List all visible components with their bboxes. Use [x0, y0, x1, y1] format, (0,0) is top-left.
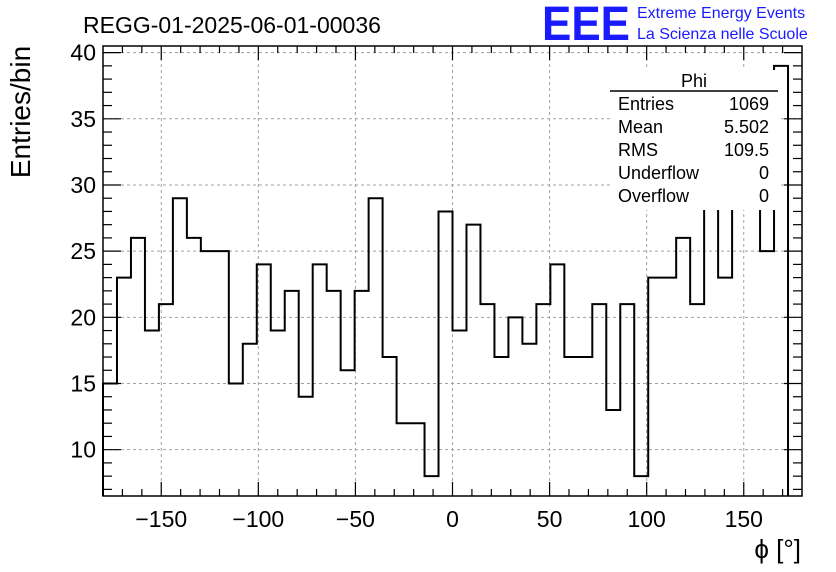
stats-value: 5.502: [724, 117, 769, 137]
stats-row: Entries 1069: [618, 94, 769, 114]
x-tick-label: −100: [232, 506, 284, 532]
x-tick-label: 50: [537, 506, 563, 532]
stats-value: 109.5: [724, 140, 769, 160]
stats-label: Entries: [618, 94, 674, 114]
logo-mark: EEE: [542, 0, 630, 51]
y-tick-label: 25: [70, 238, 96, 264]
stats-value: 0: [759, 163, 769, 183]
x-tick-label: 0: [446, 506, 459, 532]
y-tick-label: 10: [70, 437, 96, 463]
stats-row: Mean 5.502: [618, 117, 769, 137]
stats-value: 0: [759, 186, 769, 206]
stats-row: RMS 109.5: [618, 140, 769, 160]
stats-label: Underflow: [618, 163, 700, 183]
stats-label: Overflow: [618, 186, 690, 206]
stats-title: Phi: [681, 71, 707, 91]
stats-label: RMS: [618, 140, 658, 160]
stats-label: Mean: [618, 117, 663, 137]
chart-title: REGG-01-2025-06-01-00036: [83, 12, 381, 38]
stats-box-background: [610, 70, 778, 210]
logo-line-2: La Scienza nelle Scuole: [637, 26, 808, 43]
y-tick-label: 20: [70, 304, 96, 330]
x-tick-label: −150: [135, 506, 187, 532]
y-axis-label: Entries/bin: [5, 46, 36, 178]
x-tick-label: 150: [725, 506, 763, 532]
y-tick-label: 30: [70, 172, 96, 198]
y-tick-label: 40: [70, 40, 96, 66]
stats-value: 1069: [729, 94, 769, 114]
tick-layer: −150 −100 −50 0 50 100 150 10 15 20 25 30 35 40: [70, 40, 802, 532]
eee-logo: EEE Extreme Energy Events La Scienza nel…: [542, 0, 808, 51]
x-tick-label: 100: [627, 506, 665, 532]
logo-line-1: Extreme Energy Events: [637, 5, 805, 22]
stats-row: Underflow 0: [618, 163, 769, 183]
y-tick-label: 35: [70, 106, 96, 132]
x-tick-label: −50: [336, 506, 375, 532]
x-axis-label: ϕ [°]: [754, 534, 801, 564]
stats-box: Phi Entries 1069 Mean 5.502 RMS 109.5 Un…: [610, 70, 778, 210]
y-tick-label: 15: [70, 371, 96, 397]
stats-row: Overflow 0: [618, 186, 769, 206]
histogram-series: [102, 64, 790, 496]
